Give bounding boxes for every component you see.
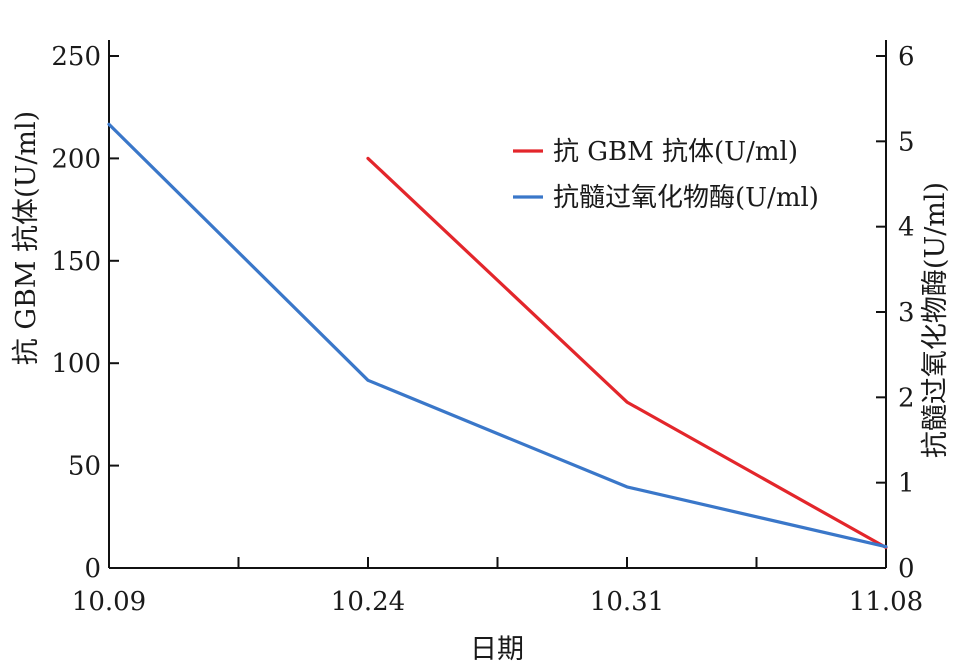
series-layer	[107, 122, 888, 550]
left-axis-tick-label: 50	[68, 452, 101, 482]
axes: 0 50 100 150 200 250 0 1 2 3 4 5 6 10.09 10.24 10.31 11.…	[51, 40, 923, 617]
legend: 抗 GBM 抗体(U/ml) 抗髓过氧化物酶(U/ml)	[513, 137, 819, 213]
right-axis-tick-label: 0	[898, 554, 915, 584]
left-axis-tick-label: 100	[51, 349, 101, 379]
right-axis-tick-label: 5	[898, 127, 915, 157]
x-axis-tick-label: 10.09	[72, 587, 146, 617]
right-axis-tick-label: 1	[898, 469, 915, 499]
x-axis-tick-label: 10.31	[590, 587, 664, 617]
x-axis-tick-label: 11.08	[849, 587, 923, 617]
left-axis-tick-label: 200	[51, 144, 101, 174]
x-axis-tick-label: 10.24	[331, 587, 405, 617]
right-axis-tick-label: 6	[898, 42, 915, 72]
right-axis-tick-label: 2	[898, 383, 915, 413]
series-line-1	[366, 156, 888, 550]
left-axis-title: 抗 GBM 抗体(U/ml)	[11, 111, 42, 365]
right-axis-tick-label: 4	[898, 213, 915, 243]
right-axis-tick-label: 3	[898, 298, 915, 328]
left-axis-tick-label: 250	[51, 42, 101, 72]
x-axis-title: 日期	[470, 634, 524, 665]
left-axis-tick-label: 150	[51, 247, 101, 277]
series-line-2	[107, 122, 888, 549]
right-axis-title: 抗髓过氧化物酶(U/ml)	[920, 182, 951, 458]
left-axis-tick-label: 0	[84, 554, 101, 584]
legend-label-2: 抗髓过氧化物酶(U/ml)	[553, 183, 819, 213]
legend-label-1: 抗 GBM 抗体(U/ml)	[553, 137, 798, 167]
